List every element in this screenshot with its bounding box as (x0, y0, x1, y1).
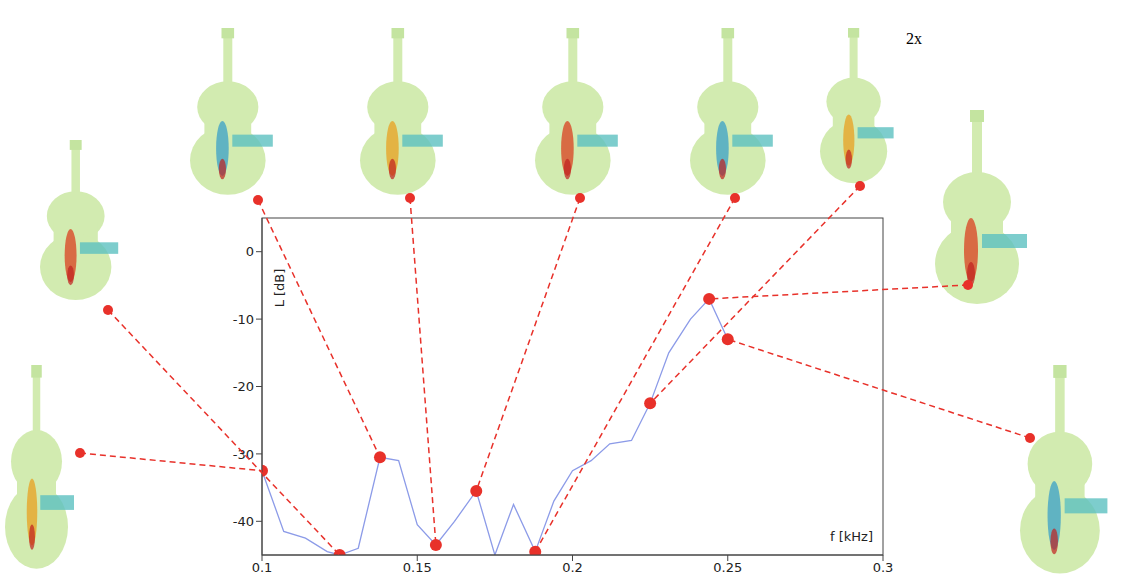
svg-text:-40: -40 (233, 514, 254, 529)
svg-text:-30: -30 (233, 447, 254, 462)
svg-text:-20: -20 (233, 379, 254, 394)
svg-text:0: 0 (246, 244, 254, 259)
svg-text:2x: 2x (906, 30, 922, 47)
svg-text:0.2: 0.2 (562, 560, 583, 575)
svg-text:0.15: 0.15 (403, 560, 432, 575)
svg-text:L [dB]: L [dB] (272, 269, 287, 308)
svg-text:-10: -10 (233, 312, 254, 327)
svg-text:0.3: 0.3 (873, 560, 894, 575)
svg-text:0.1: 0.1 (252, 560, 273, 575)
svg-text:0.25: 0.25 (713, 560, 742, 575)
svg-text:f [kHz]: f [kHz] (830, 529, 873, 544)
